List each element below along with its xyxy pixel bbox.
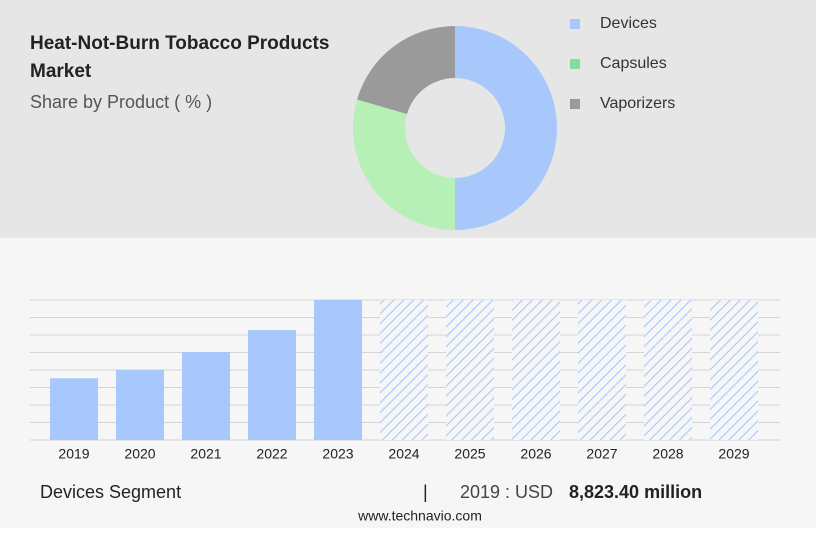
- x-tick-label: 2021: [190, 446, 221, 462]
- donut-slice: [353, 99, 455, 230]
- x-tick-label: 2027: [586, 446, 617, 462]
- x-tick-label: 2025: [454, 446, 485, 462]
- chart-title: Heat-Not-Burn Tobacco Products Market: [30, 33, 329, 82]
- x-tick-label: 2019: [58, 446, 89, 462]
- forecast-bar: [578, 300, 626, 440]
- forecast-bar: [380, 300, 428, 440]
- segment-label: Devices Segment: [40, 482, 181, 502]
- bar: [182, 352, 230, 440]
- highlight-value: 8,823.40 million: [569, 482, 702, 502]
- title-line: Heat-Not-Burn Tobacco Products: [30, 33, 329, 54]
- forecast-bar: [512, 300, 560, 440]
- bar: [116, 370, 164, 440]
- separator: |: [423, 482, 428, 502]
- legend-label: Vaporizers: [600, 95, 675, 112]
- x-tick-label: 2026: [520, 446, 551, 462]
- legend-swatch: [570, 19, 580, 29]
- legend-label: Capsules: [600, 55, 667, 72]
- bar: [248, 330, 296, 440]
- x-tick-label: 2020: [124, 446, 155, 462]
- source: www.technavio.com: [357, 508, 482, 524]
- x-tick-label: 2024: [388, 446, 419, 462]
- forecast-bar: [710, 300, 758, 440]
- year-label: 2019 : USD: [460, 482, 553, 502]
- donut-slice: [357, 26, 455, 115]
- legend-label: Devices: [600, 15, 657, 32]
- bar: [314, 300, 362, 440]
- bar: [50, 378, 98, 440]
- x-tick-label: 2028: [652, 446, 683, 462]
- forecast-bar: [446, 300, 494, 440]
- chart-subtitle: Share by Product ( % ): [30, 92, 212, 112]
- legend-swatch: [570, 59, 580, 69]
- donut-slice: [455, 26, 557, 230]
- forecast-bar: [644, 300, 692, 440]
- title-line: Market: [30, 61, 92, 82]
- legend-swatch: [570, 99, 580, 109]
- x-tick-label: 2023: [322, 446, 353, 462]
- x-tick-label: 2022: [256, 446, 287, 462]
- x-tick-label: 2029: [718, 446, 749, 462]
